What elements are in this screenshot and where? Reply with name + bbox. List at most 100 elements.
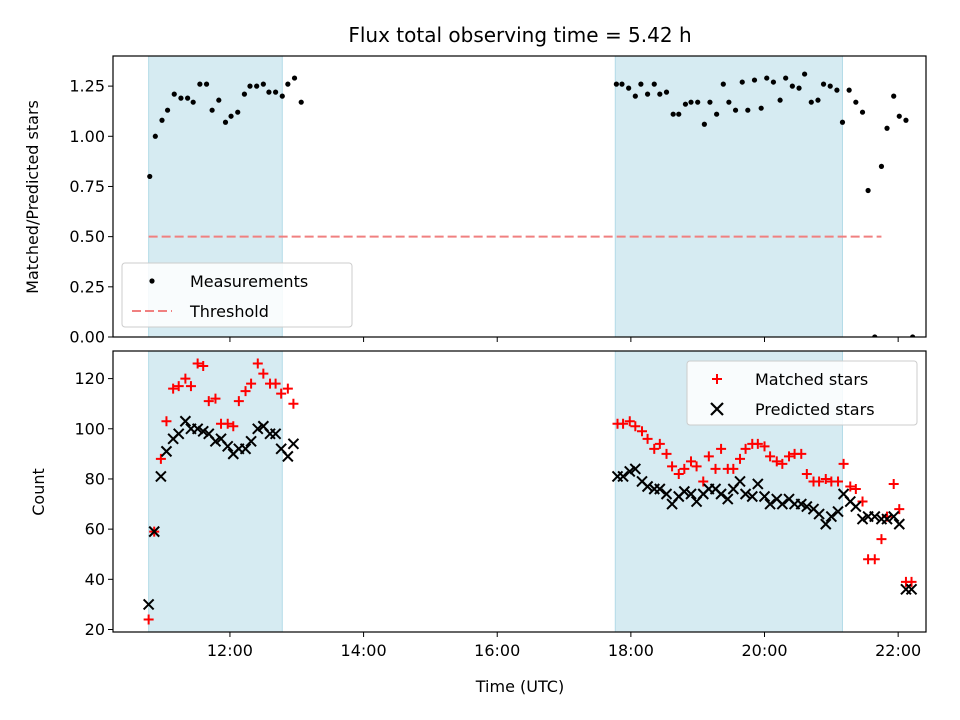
top-y-tick-label: 0.50: [69, 227, 105, 246]
x-tick-label: 22:00: [875, 641, 921, 660]
measurements-point: [190, 99, 196, 105]
measurements-point: [878, 163, 885, 169]
measurements-point: [203, 81, 210, 87]
measurements-point: [682, 101, 689, 107]
matched-stars-point: [233, 396, 244, 407]
count-panel: 20 40 60 80 100 120 12:00 14:00 16:00 18:00 20:00 2…: [74, 350, 927, 660]
measurements-point: [178, 95, 184, 101]
measurements-point: [291, 75, 298, 81]
measurements-point: [859, 109, 866, 115]
bottom-y-tick-label: 20: [85, 620, 105, 639]
measurements-point: [764, 75, 770, 81]
measurements-point: [853, 99, 859, 105]
measurements-point: [159, 117, 165, 123]
matched-stars-point: [258, 368, 269, 379]
bottom-y-axis-label: Count: [29, 468, 48, 516]
measurements-point: [285, 81, 291, 87]
predicted-stars-point: [222, 440, 234, 453]
predicted-stars-point: [660, 488, 673, 500]
ratio-panel: 0.00 0.25 0.50 0.75 1.00 1.25 Measurements Thre…: [69, 55, 927, 347]
predicted-stars-point: [734, 475, 746, 488]
measurements-point: [777, 97, 783, 103]
measurements-point: [273, 89, 279, 95]
matched-stars-point: [252, 358, 263, 369]
predicted-stars-point: [825, 510, 838, 523]
measurements-point: [241, 91, 248, 97]
bottom-y-tick-label: 120: [74, 369, 105, 388]
measurements-point: [279, 93, 285, 99]
predicted-stars-point: [746, 490, 758, 503]
matched-stars-point: [679, 463, 690, 474]
matched-stars-point: [691, 461, 702, 472]
predicted-stars-point: [617, 470, 629, 483]
bottom-y-tick-label: 80: [85, 469, 105, 488]
matched-stars-point: [740, 443, 751, 454]
predicted-stars-point: [752, 478, 764, 490]
bottom-y-tick-label: 100: [74, 419, 105, 438]
measurements-point: [626, 85, 632, 91]
measurements-point: [152, 133, 158, 139]
predicted-stars-point: [850, 500, 862, 513]
measurements-point: [695, 99, 701, 105]
predicted-stars-point: [758, 490, 771, 503]
predicted-stars-point: [287, 438, 300, 450]
measurements-point: [651, 81, 657, 87]
matched-stars-point: [784, 451, 795, 462]
predicted-stars-point: [722, 493, 734, 505]
measurements-point: [872, 334, 878, 337]
predicted-stars-point: [179, 415, 192, 427]
matched-stars-point: [630, 421, 641, 432]
matched-stars-point: [282, 383, 293, 394]
predicted-stars-point: [869, 510, 881, 523]
matched-stars-point: [624, 416, 635, 427]
measurements-point: [147, 173, 153, 180]
measurements-point: [216, 97, 222, 103]
matched-stars-point: [222, 418, 233, 429]
measurements-point: [827, 83, 833, 89]
matched-stars-point: [820, 473, 831, 484]
predicted-stars-point: [173, 428, 185, 440]
predicted-stars-point: [142, 598, 155, 611]
predicted-stars-point: [629, 463, 642, 475]
measurements-point: [663, 89, 670, 95]
top-y-axis-label: Matched/Predicted stars: [23, 100, 42, 294]
matched-stars-point: [801, 468, 812, 479]
matched-stars-point: [686, 456, 697, 467]
bottom-y-tick-label: 40: [85, 570, 105, 589]
measurements-point: [751, 77, 758, 83]
bottom-data: [142, 358, 918, 625]
top-legend-box: [121, 262, 353, 328]
measurements-point: [247, 83, 253, 89]
x-tick-label: 14:00: [341, 641, 387, 660]
matched-stars-point: [618, 418, 629, 429]
matched-stars-point: [667, 461, 678, 472]
measurements-point: [657, 91, 663, 97]
measurements-point: [726, 99, 732, 105]
predicted-stars-legend-label: Predicted stars: [755, 400, 875, 419]
predicted-stars-point: [832, 505, 844, 518]
matched-stars-point: [198, 361, 209, 372]
measurements-point: [783, 75, 789, 81]
predicted-stars-point: [155, 470, 167, 483]
measurements-point: [758, 105, 764, 111]
matched-stars-point: [876, 534, 887, 545]
matched-stars-point: [796, 448, 807, 459]
measurements-point: [796, 85, 802, 91]
x-tick-label: 18:00: [608, 641, 654, 660]
measurements-point: [670, 111, 676, 117]
matched-stars-point: [654, 438, 665, 449]
measurements-point: [222, 119, 229, 125]
predicted-stars-point: [160, 445, 173, 458]
measurements-point: [298, 99, 304, 105]
measurements-point: [707, 99, 713, 105]
matched-stars-point: [642, 433, 653, 444]
measurements-point: [164, 107, 171, 113]
top-shaded-interval: [614, 55, 843, 338]
measurements-point: [254, 83, 260, 89]
x-tick-label: 20:00: [741, 641, 787, 660]
matched-stars-point: [777, 458, 788, 469]
bottom-axes-frame: [112, 350, 927, 633]
measurements-point: [808, 99, 814, 105]
predicted-stars-point: [269, 428, 282, 440]
measurements-point: [632, 93, 638, 99]
